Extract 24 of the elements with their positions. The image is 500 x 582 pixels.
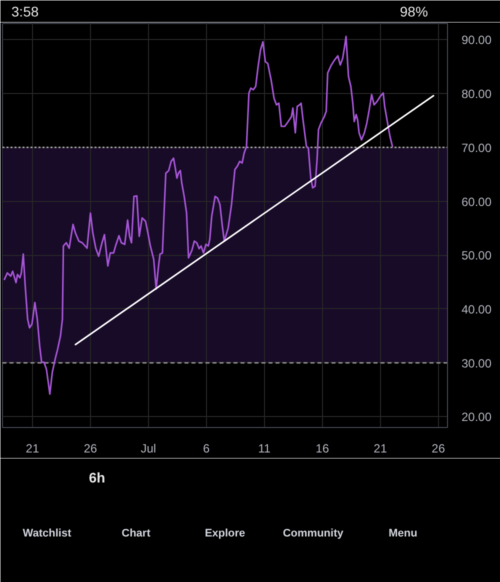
text: Community xyxy=(282,528,344,540)
x-tick-label: 26 xyxy=(432,442,446,456)
y-tick-label: 20.00 xyxy=(462,410,492,424)
x-tick-label: 21 xyxy=(26,442,40,456)
y-tick-label: 40.00 xyxy=(462,302,492,316)
text: Explore xyxy=(204,528,246,540)
text: Watchlist xyxy=(22,528,72,540)
y-tick-label: 30.00 xyxy=(462,356,492,370)
y-tick-label: 50.00 xyxy=(462,248,492,263)
x-tick-label: 6 xyxy=(203,442,210,456)
x-tick-label: Jul xyxy=(140,442,156,456)
text: Chart xyxy=(122,528,151,540)
y-tick-label: 90.00 xyxy=(462,33,492,48)
text: 3:58 xyxy=(11,4,39,20)
x-tick-label: 26 xyxy=(84,442,98,456)
y-tick-label: 70.00 xyxy=(462,140,492,155)
text: 6h xyxy=(88,470,106,486)
y-tick-label: 60.00 xyxy=(462,194,492,209)
y-tick-label: 80.00 xyxy=(462,87,492,102)
text: 98% xyxy=(400,4,428,20)
x-tick-label: 11 xyxy=(258,442,271,456)
x-tick-label: 21 xyxy=(374,442,388,456)
text: Menu xyxy=(388,528,418,540)
x-tick-label: 16 xyxy=(316,442,330,456)
